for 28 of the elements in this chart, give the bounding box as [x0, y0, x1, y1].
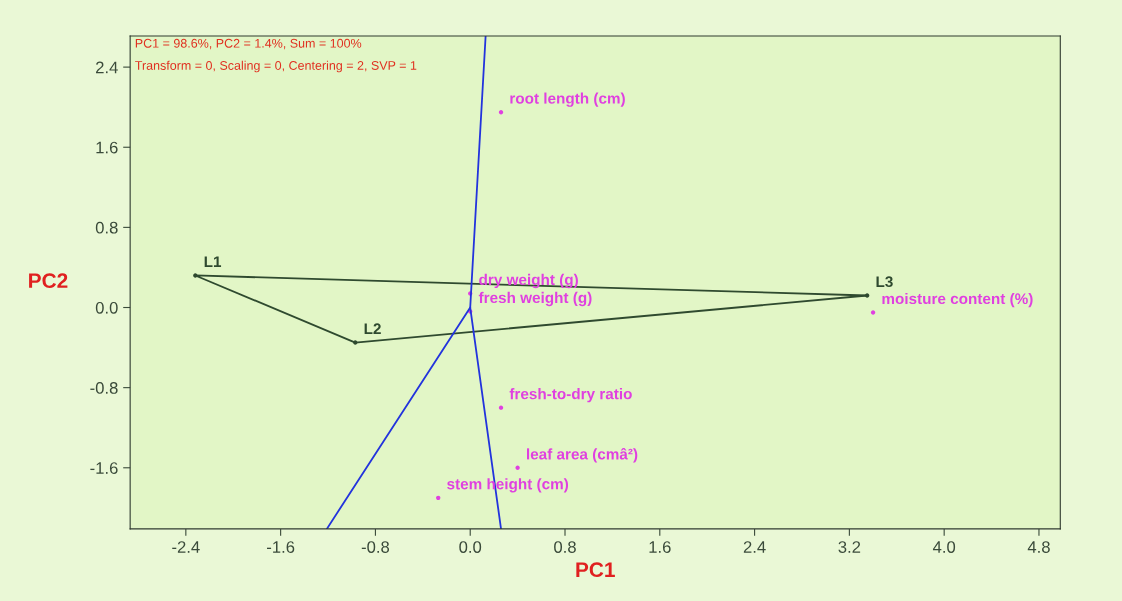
x-tick-label: 0.0 [459, 541, 482, 553]
x-tick-label: 1.6 [649, 541, 671, 553]
y-tick-label: -0.8 [90, 382, 118, 394]
data-label: L3 [876, 276, 893, 288]
y-axis-title: PC2 [29, 273, 68, 289]
data-label: fresh weight (g) [478, 291, 592, 307]
x-tick-label: 4.0 [932, 541, 956, 553]
data-label: moisture content (%) [882, 292, 1033, 308]
x-tick-label: 0.8 [554, 541, 576, 553]
x-tick-label: 3.2 [838, 541, 861, 553]
data-label: leaf area (cmâ²) [527, 447, 638, 463]
data-label: fresh-to-dry ratio [509, 388, 632, 403]
data-label: L1 [204, 256, 222, 267]
x-tick-label: -1.6 [267, 541, 295, 553]
annotation: PC1 = 98.6%, PC2 = 1.4%, Sum = 100% [135, 38, 362, 50]
annotation: Transform = 0, Scaling = 0, Centering = 2, SVP = 1 [135, 60, 417, 73]
y-tick-label: 2.4 [96, 61, 118, 74]
x-tick-label: 2.4 [743, 541, 766, 553]
y-tick-label: 1.6 [96, 141, 118, 154]
y-tick-label: 0.8 [95, 221, 118, 234]
data-label: L2 [364, 323, 381, 335]
x-tick-label: 4.8 [1027, 541, 1050, 553]
y-tick-label: -1.6 [90, 462, 118, 474]
x-tick-label: -2.4 [172, 541, 200, 553]
data-label: root length (cm) [510, 92, 625, 107]
y-tick-label: 0.0 [95, 301, 118, 314]
x-tick-label: -0.8 [361, 541, 390, 553]
x-axis-title: PC1 [576, 562, 615, 578]
